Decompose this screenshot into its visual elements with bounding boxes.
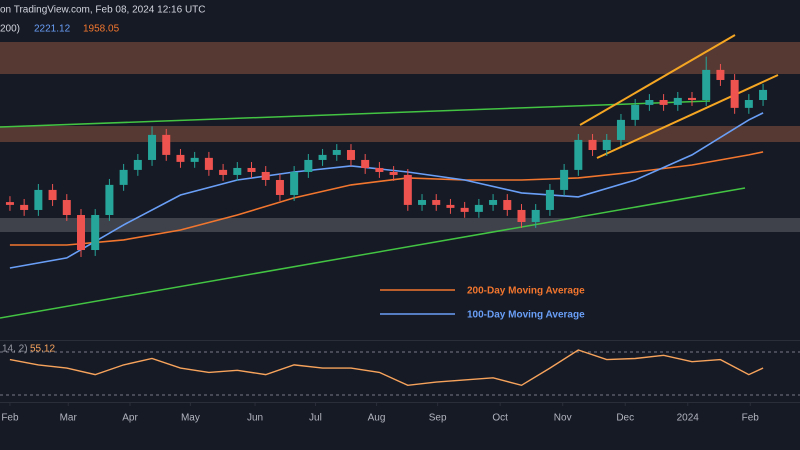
- trend-line: [0, 100, 711, 128]
- candle-body: [474, 204, 483, 212]
- channel-line: [596, 74, 779, 159]
- candle-body: [432, 200, 441, 205]
- trend-line: [0, 187, 746, 319]
- header: on TradingView.com, Feb 08, 2024 12:16 U…: [0, 5, 206, 355]
- legend-label: 100-Day Moving Average: [467, 310, 585, 321]
- price-pane: [5, 56, 768, 269]
- candle-body: [219, 169, 228, 175]
- x-tick-label: Feb: [742, 413, 760, 424]
- candle-body: [716, 69, 725, 80]
- candle-body: [133, 159, 142, 170]
- support-zone: [0, 218, 800, 232]
- channel-line: [579, 34, 736, 126]
- candle-body: [190, 157, 199, 162]
- candle-body: [759, 89, 768, 101]
- candle-body: [574, 139, 583, 170]
- candle-body: [602, 139, 611, 151]
- candle-body: [119, 169, 128, 185]
- legend-label: 200-Day Moving Average: [467, 286, 585, 297]
- candle-body: [588, 139, 597, 151]
- candle-body: [389, 171, 398, 175]
- x-tick-label: Jul: [309, 413, 322, 424]
- candle-body: [105, 184, 114, 216]
- candle-body: [460, 207, 469, 212]
- x-tick-label: Jun: [247, 413, 263, 424]
- candle-body: [34, 189, 43, 210]
- ma-value: 1958.05: [83, 24, 120, 35]
- candle-body: [62, 200, 71, 216]
- candle-body: [148, 134, 157, 160]
- candle-body: [631, 104, 640, 120]
- trend-lines: [0, 34, 779, 319]
- candle-body: [318, 154, 327, 160]
- candle-body: [304, 159, 313, 172]
- candle-body: [489, 200, 498, 205]
- candle-body: [616, 119, 625, 140]
- x-tick-label: Dec: [616, 413, 634, 424]
- x-tick-label: Feb: [1, 413, 19, 424]
- candle-body: [162, 134, 171, 155]
- candle-body: [730, 79, 739, 108]
- candle-body: [531, 209, 540, 222]
- candle-body: [418, 200, 427, 205]
- rsi-label: 14, 2): [2, 344, 28, 355]
- ma-value: 2221.12: [34, 24, 71, 35]
- candle-body: [20, 204, 29, 210]
- candle-body: [446, 204, 455, 208]
- candle-body: [332, 150, 341, 155]
- resistance-zone: [0, 42, 800, 74]
- candle-body: [403, 174, 412, 205]
- x-tick-label: Apr: [122, 413, 138, 424]
- series-line: [9, 349, 764, 387]
- candle-body: [361, 159, 370, 168]
- resistance-zone: [0, 126, 800, 142]
- candle-body: [645, 100, 654, 105]
- rsi-value: 55.12: [30, 344, 55, 355]
- x-tick-label: Aug: [368, 413, 386, 424]
- x-tick-label: May: [181, 413, 200, 424]
- candle-body: [673, 97, 682, 105]
- zones: [0, 42, 800, 232]
- candle-body: [261, 171, 270, 180]
- rsi-pane: [9, 349, 764, 387]
- candle-body: [275, 179, 284, 195]
- candle-body: [702, 69, 711, 101]
- x-tick-label: 2024: [677, 413, 700, 424]
- candle-body: [503, 200, 512, 210]
- candle-body: [233, 167, 242, 175]
- candle-body: [176, 154, 185, 162]
- x-tick-label: Mar: [60, 413, 78, 424]
- candle-body: [76, 215, 85, 251]
- x-tick-label: Sep: [429, 413, 447, 424]
- x-tick-label: Oct: [492, 413, 508, 424]
- x-tick-label: Nov: [554, 413, 572, 424]
- candle-body: [5, 202, 14, 205]
- candle-body: [290, 171, 299, 195]
- candle-body: [688, 97, 697, 101]
- candle-body: [375, 167, 384, 172]
- source-caption: on TradingView.com, Feb 08, 2024 12:16 U…: [0, 5, 206, 16]
- candle-body: [346, 150, 355, 160]
- candle-body: [517, 209, 526, 222]
- candle-body: [545, 189, 554, 210]
- candle-body: [48, 189, 57, 201]
- candle-body: [204, 157, 213, 170]
- candle-body: [247, 167, 256, 172]
- candle-body: [91, 215, 100, 251]
- candle-body: [744, 100, 753, 108]
- candle-body: [659, 100, 668, 105]
- candle-body: [560, 169, 569, 190]
- indicator-label: 200): [0, 24, 20, 35]
